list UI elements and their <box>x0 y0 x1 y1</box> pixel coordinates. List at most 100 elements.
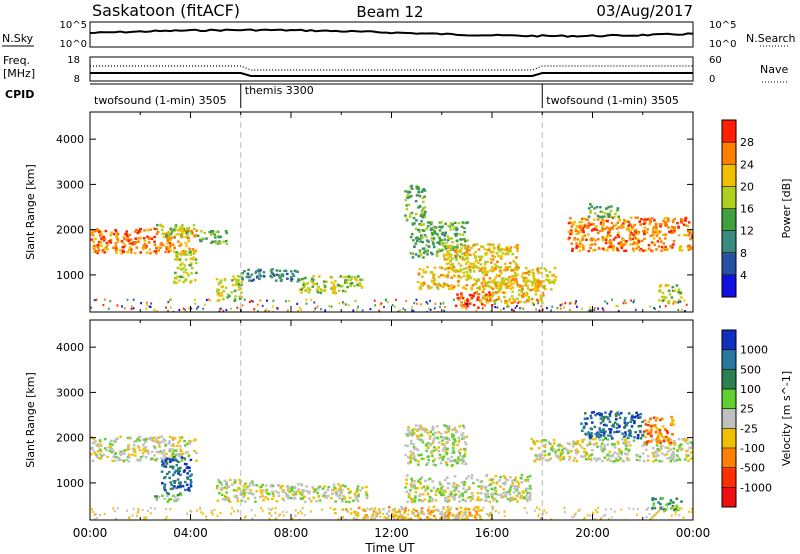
heatmap-cell <box>465 274 469 278</box>
heatmap-cell <box>457 280 460 283</box>
heatmap-cell <box>459 264 463 267</box>
heatmap-cell <box>422 281 426 284</box>
heatmap-cell <box>438 453 442 457</box>
x-tick-label: 20:00 <box>575 526 610 540</box>
heatmap-cell <box>551 449 555 452</box>
heatmap-cell <box>205 237 208 240</box>
heatmap-cell <box>492 481 495 484</box>
heatmap-cell <box>674 513 677 516</box>
heatmap-cell <box>180 456 184 459</box>
heatmap-cell <box>660 223 663 226</box>
heatmap-cell <box>643 226 646 229</box>
heatmap-cell <box>180 454 183 457</box>
heatmap-cell <box>504 283 508 286</box>
heatmap-cell <box>111 443 114 446</box>
heatmap-cell <box>353 493 357 496</box>
heatmap-cell <box>414 424 418 427</box>
heatmap-cell <box>475 280 479 283</box>
heatmap-cell <box>457 484 461 488</box>
heatmap-cell <box>664 508 668 511</box>
heatmap-cell <box>677 291 681 294</box>
heatmap-cell <box>451 513 454 517</box>
heatmap-cell <box>149 305 152 308</box>
heatmap-cell <box>551 445 554 448</box>
colorbar-tick-label: 100 <box>740 383 761 396</box>
heatmap-cell <box>164 517 167 520</box>
heatmap-cell <box>434 493 438 496</box>
heatmap-cell <box>661 425 665 428</box>
heatmap-cell <box>595 459 598 462</box>
heatmap-cell <box>284 491 287 495</box>
heatmap-cell <box>224 230 228 233</box>
heatmap-cell <box>615 430 619 433</box>
heatmap-cell <box>239 297 242 301</box>
heatmap-cell <box>619 412 623 415</box>
heatmap-cell <box>184 278 188 281</box>
heatmap-cell <box>666 457 669 460</box>
heatmap-cell <box>184 241 188 245</box>
heatmap-cell <box>472 481 475 485</box>
heatmap-cell <box>407 513 409 516</box>
heatmap-cell <box>412 446 416 449</box>
heatmap-cell <box>445 511 448 515</box>
heatmap-cell <box>170 465 173 468</box>
heatmap-cell <box>130 305 133 308</box>
heatmap-cell <box>442 253 446 257</box>
heatmap-cell <box>583 447 586 451</box>
colorbar-tick-label: 20 <box>740 180 754 193</box>
heatmap-cell <box>638 220 641 223</box>
heatmap-cell <box>154 250 158 253</box>
heatmap-cell <box>445 431 449 434</box>
heatmap-cell <box>627 441 631 444</box>
heatmap-cell <box>472 262 476 265</box>
heatmap-cell <box>476 287 479 290</box>
heatmap-cell <box>592 511 595 514</box>
heatmap-cell <box>451 241 454 244</box>
heatmap-cell <box>93 251 96 254</box>
heatmap-cell <box>387 515 391 518</box>
heatmap-cell <box>267 310 270 312</box>
heatmap-cell <box>458 249 462 252</box>
heatmap-cell <box>613 421 617 424</box>
heatmap-cell <box>608 227 612 230</box>
heatmap-cell <box>145 301 148 304</box>
heatmap-cell <box>657 454 660 457</box>
heatmap-cell <box>594 517 597 520</box>
heatmap-cell <box>567 230 571 233</box>
colorbar-swatch <box>722 142 736 165</box>
heatmap-cell <box>516 494 519 498</box>
heatmap-cell <box>108 449 112 453</box>
heatmap-cell <box>641 433 645 437</box>
heatmap-cell <box>132 449 136 452</box>
heatmap-cell <box>480 498 483 501</box>
heatmap-cell <box>439 488 442 492</box>
heatmap-cell <box>682 516 685 519</box>
heatmap-cell <box>646 218 649 221</box>
heatmap-cell <box>357 305 359 308</box>
heatmap-cell <box>401 507 405 510</box>
heatmap-cell <box>486 294 490 297</box>
heatmap-cell <box>521 307 524 310</box>
heatmap-cell <box>523 280 527 283</box>
heatmap-cell <box>142 237 146 240</box>
heatmap-cell <box>439 432 443 435</box>
heatmap-cell <box>465 266 468 270</box>
heatmap-cell <box>153 454 156 457</box>
heatmap-cell <box>440 513 444 516</box>
heatmap-cell <box>320 289 324 292</box>
heatmap-cell <box>412 239 415 242</box>
heatmap-cell <box>457 440 461 444</box>
heatmap-cell <box>186 477 190 480</box>
heatmap-cell <box>299 497 303 500</box>
heatmap-cell <box>421 196 424 200</box>
heatmap-cell <box>412 310 415 312</box>
heatmap-cell <box>472 265 476 268</box>
heatmap-cell <box>139 459 142 462</box>
heatmap-cell <box>410 485 413 488</box>
colorbar-swatch <box>722 252 736 276</box>
heatmap-cell <box>662 439 666 443</box>
heatmap-cell <box>571 247 574 251</box>
heatmap-cell <box>96 228 99 231</box>
heatmap-cell <box>452 434 456 437</box>
heatmap-cell <box>473 509 476 512</box>
